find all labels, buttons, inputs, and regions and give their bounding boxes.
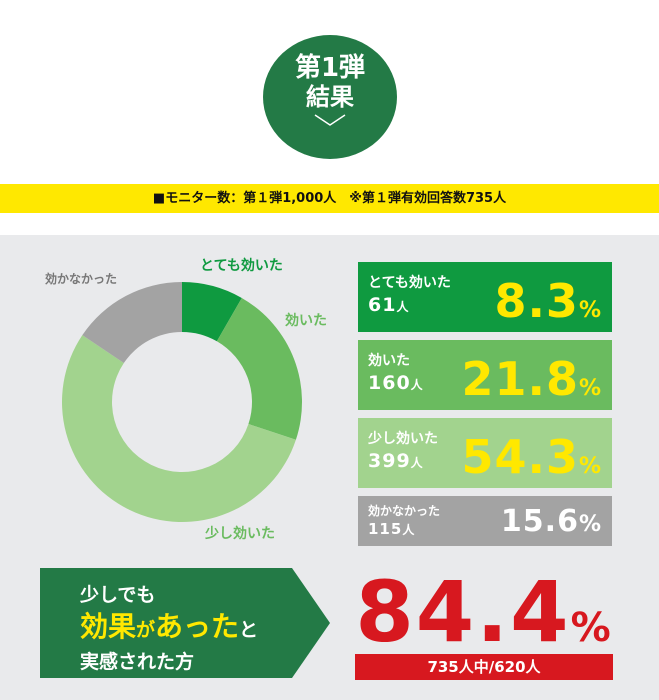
callout-text: 少しでも 効果があったと 実感された方 (80, 582, 258, 675)
donut-slice (216, 297, 302, 440)
count-unit: 人 (410, 456, 424, 470)
percent-unit: % (578, 376, 602, 401)
percent-unit: % (578, 512, 602, 537)
percent-value: 54.3 (461, 430, 579, 484)
result-card: 効かなかった 115人 15.6% (358, 496, 612, 546)
callout-part: が (136, 619, 156, 641)
callout-part: あった (155, 610, 240, 643)
percent-unit: % (578, 454, 602, 479)
banner: ■モニター数：第１弾1,000人 ※第１弾有効回答数735人 (0, 184, 659, 213)
slice-label: 少し効いた (204, 525, 275, 542)
card-percent: 54.3% (461, 430, 602, 484)
card-percent: 21.8% (461, 352, 602, 406)
total-value: 84.4 (355, 563, 571, 661)
callout-part: と (239, 619, 259, 641)
percent-value: 8.3 (494, 274, 579, 328)
card-name: 少し効いた (368, 431, 438, 447)
callout-part: 効果 (80, 610, 137, 643)
result-badge: 第1弾 結果 (263, 35, 397, 159)
count-unit: 人 (396, 300, 410, 314)
result-card: 少し効いた 399人 54.3% (358, 418, 612, 488)
callout-line: 効果があったと (80, 608, 258, 649)
card-percent: 8.3% (494, 274, 602, 328)
card-count: 115人 (368, 520, 415, 538)
badge-subtitle: 結果 (306, 83, 354, 111)
donut-slice (62, 335, 296, 522)
percent-unit: % (578, 298, 602, 323)
callout-line: 少しでも (80, 584, 156, 606)
card-count: 160人 (368, 372, 424, 394)
count-unit: 人 (402, 523, 416, 537)
card-count: 61人 (368, 294, 409, 316)
percent-value: 21.8 (461, 352, 579, 406)
count-value: 61 (368, 294, 397, 316)
slice-label: とても効いた (200, 257, 283, 274)
callout-line: 実感された方 (80, 651, 195, 673)
callout-arrow (40, 568, 330, 678)
count-value: 115 (368, 520, 403, 538)
result-card: とても効いた 61人 8.3% (358, 262, 612, 332)
total-unit: % (570, 605, 613, 651)
total-note: 735人中/620人 (355, 654, 613, 680)
count-value: 399 (368, 450, 411, 472)
card-percent: 15.6% (501, 504, 602, 539)
percent-value: 15.6 (500, 504, 579, 539)
donut-slice (82, 282, 182, 364)
count-value: 160 (368, 372, 411, 394)
count-unit: 人 (410, 378, 424, 392)
badge-title: 第1弾 (294, 53, 366, 83)
card-count: 399人 (368, 450, 424, 472)
donut-slice (182, 282, 242, 342)
chevron (314, 114, 346, 126)
slice-label: 効かなかった (45, 271, 117, 286)
total: 84.4% (355, 570, 613, 670)
card-name: とても効いた (368, 275, 451, 291)
slice-label: 効いた (285, 312, 327, 329)
card-name: 効いた (368, 353, 410, 369)
card-name: 効かなかった (368, 504, 441, 518)
result-card: 効いた 160人 21.8% (358, 340, 612, 410)
